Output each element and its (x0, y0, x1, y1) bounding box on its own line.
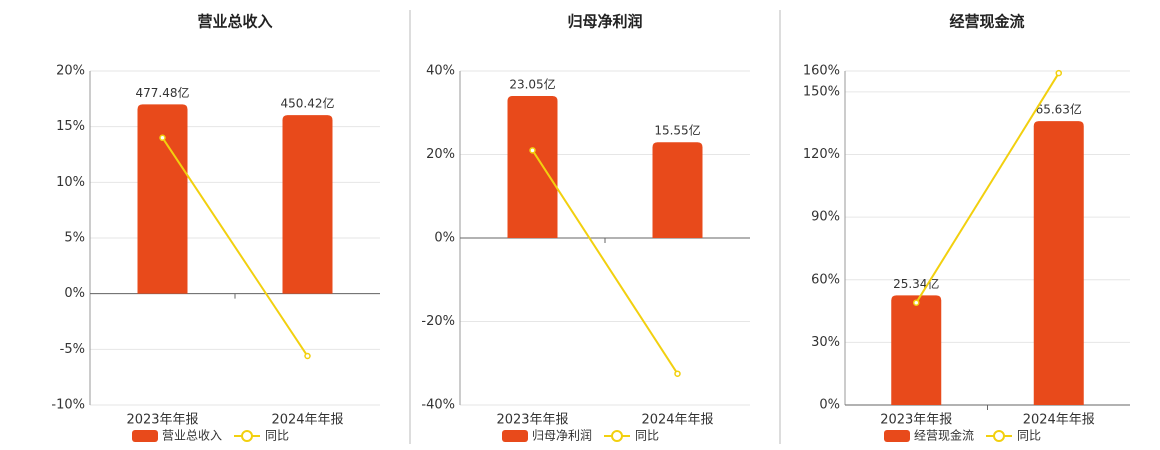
y-tick-label: 0% (819, 398, 840, 413)
legend-label: 同比 (265, 429, 289, 443)
legend-swatch (502, 430, 528, 442)
x-tick-label: 2023年年报 (126, 413, 198, 428)
bar (507, 96, 558, 238)
y-tick-label: 5% (64, 231, 85, 246)
bar (282, 115, 333, 294)
value-label: 25.34亿 (893, 276, 939, 291)
x-tick-label: 2023年年报 (496, 413, 568, 428)
y-tick-label: -20% (421, 314, 455, 329)
y-tick-label: 160% (803, 64, 840, 79)
line (161, 137, 309, 357)
legend-marker (241, 430, 253, 442)
y-tick-label: -10% (51, 398, 85, 413)
value-label: 23.05亿 (509, 77, 555, 92)
x-tick-label: 2024年年报 (641, 413, 713, 428)
value-label: 450.42亿 (281, 96, 335, 111)
y-tick-label: 90% (811, 210, 840, 225)
legend-marker (993, 430, 1005, 442)
line-point (1055, 69, 1062, 77)
legend-label: 经营现金流 (914, 428, 974, 443)
legend-label: 同比 (635, 429, 659, 443)
y-tick-label: 0% (64, 286, 85, 301)
y-tick-label: 60% (811, 272, 840, 287)
bar (891, 295, 942, 405)
x-tick-label: 2024年年报 (1023, 413, 1095, 428)
line-point (304, 352, 311, 360)
chart-title: 经营现金流 (949, 13, 1024, 31)
y-tick-label: 15% (56, 119, 85, 134)
y-tick-label: 120% (803, 147, 840, 162)
value-label: 65.63亿 (1036, 102, 1082, 117)
legend-label: 营业总收入 (162, 429, 222, 443)
bar (1033, 121, 1084, 405)
chart-title: 归母净利润 (567, 13, 642, 31)
y-tick-label: 150% (803, 84, 840, 99)
line-point (913, 299, 920, 306)
x-tick-label: 2024年年报 (271, 413, 343, 428)
y-tick-label: 0% (434, 231, 455, 246)
line (531, 149, 679, 375)
line-point (529, 147, 536, 154)
y-tick-label: 20% (56, 64, 85, 79)
line (915, 72, 1060, 304)
y-tick-label: -40% (421, 398, 455, 413)
legend-label: 归母净利润 (532, 429, 592, 443)
y-tick-label: 10% (56, 175, 85, 190)
y-tick-label: -5% (60, 342, 85, 357)
value-label: 15.55亿 (654, 123, 700, 138)
line-point (159, 134, 166, 142)
legend-swatch (884, 430, 910, 442)
x-tick-label: 2023年年报 (880, 413, 952, 428)
value-label: 477.48亿 (136, 85, 190, 100)
y-tick-label: 20% (426, 147, 455, 162)
bar (652, 142, 703, 238)
legend-label: 同比 (1017, 429, 1041, 443)
legend-swatch (132, 430, 158, 442)
y-tick-label: 30% (811, 335, 840, 350)
bar (137, 104, 188, 294)
y-tick-label: 40% (426, 64, 455, 79)
legend-marker (611, 430, 623, 442)
line-point (674, 370, 681, 377)
chart-title: 营业总收入 (197, 13, 272, 31)
